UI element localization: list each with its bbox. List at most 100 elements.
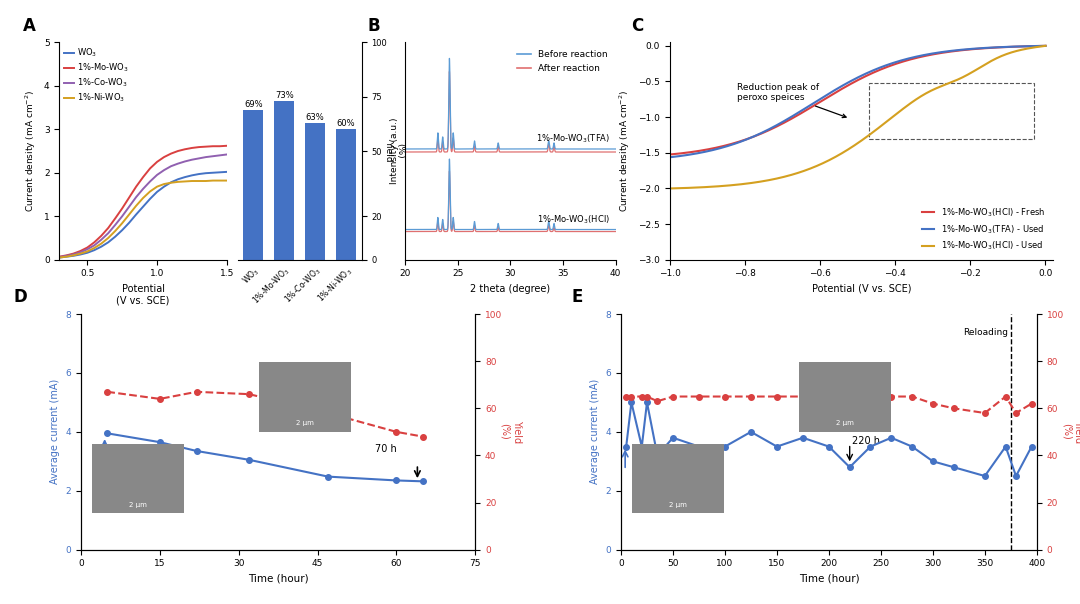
1%-Mo-WO$_3$ (186, 144, 199, 152)
Text: E: E (571, 288, 582, 306)
WO$_3$ (67, 252, 80, 260)
1%-Co-WO$_3$ (220, 151, 233, 158)
1%-Co-WO$_3$ (164, 162, 177, 170)
1%-Mo-WO$_3$ (214, 143, 227, 150)
Bar (336, 129, 356, 260)
1%-Ni-WO$_3$ (172, 178, 185, 185)
WO$_3$ (87, 246, 100, 254)
1%-Mo-WO$_3$ (136, 173, 149, 181)
1%-Ni-WO$_3$ (95, 240, 108, 247)
Line: 1%-Ni-WO$_3$: 1%-Ni-WO$_3$ (59, 181, 227, 257)
1%-Mo-WO$_3$ (73, 248, 86, 255)
X-axis label: Time (hour): Time (hour) (247, 574, 309, 584)
1%-Ni-WO$_3$ (164, 179, 177, 187)
Y-axis label: Current density (mA cm$^{-2}$): Current density (mA cm$^{-2}$) (618, 90, 633, 212)
Y-axis label: Average current (mA): Average current (mA) (590, 379, 600, 484)
1%-Mo-WO$_3$ (164, 150, 177, 157)
1%-Mo-WO$_3$(HCl) - Used (980, 60, 993, 67)
1%-Co-WO$_3$ (102, 230, 114, 237)
1%-Mo-WO$_3$(HCl) - Used (886, 114, 899, 121)
Line: 1%-Mo-WO$_3$(HCl) - Fresh: 1%-Mo-WO$_3$(HCl) - Fresh (670, 46, 1045, 155)
Text: 1%-Mo-WO$_3$(HCl): 1%-Mo-WO$_3$(HCl) (538, 213, 610, 226)
WO$_3$ (192, 170, 205, 178)
1%-Co-WO$_3$ (109, 221, 122, 228)
1%-Ni-WO$_3$ (130, 202, 143, 210)
Legend: 1%-Mo-WO$_3$(HCl) - Fresh, 1%-Mo-WO$_3$(TFA) - Used, 1%-Mo-WO$_3$(HCl) - Used: 1%-Mo-WO$_3$(HCl) - Fresh, 1%-Mo-WO$_3$(… (919, 203, 1049, 255)
WO$_3$ (214, 169, 227, 176)
1%-Mo-WO$_3$ (150, 158, 163, 165)
1%-Co-WO$_3$ (81, 246, 94, 253)
1%-Mo-WO$_3$(TFA) - Used (663, 153, 676, 161)
WO$_3$ (123, 219, 136, 226)
WO$_3$ (220, 169, 233, 176)
1%-Co-WO$_3$ (136, 185, 149, 193)
1%-Mo-WO$_3$ (178, 146, 191, 153)
1%-Ni-WO$_3$ (59, 253, 72, 260)
Text: C: C (631, 18, 644, 36)
1%-Mo-WO$_3$ (206, 143, 219, 150)
Y-axis label: Yield
(%): Yield (%) (1062, 420, 1080, 443)
1%-Ni-WO$_3$ (192, 178, 205, 185)
1%-Mo-WO$_3$(HCl) - Used (893, 108, 906, 115)
1%-Ni-WO$_3$ (81, 248, 94, 255)
Text: 69%: 69% (244, 100, 262, 109)
Text: B: B (367, 18, 380, 36)
WO$_3$ (186, 172, 199, 179)
1%-Co-WO$_3$ (172, 160, 185, 167)
1%-Co-WO$_3$ (206, 153, 219, 160)
1%-Ni-WO$_3$ (144, 188, 157, 195)
1%-Ni-WO$_3$ (67, 252, 80, 259)
1%-Mo-WO$_3$ (116, 205, 129, 212)
1%-Mo-WO$_3$ (172, 147, 185, 155)
1%-Mo-WO$_3$ (87, 239, 100, 246)
1%-Co-WO$_3$ (53, 254, 66, 261)
1%-Mo-WO$_3$(HCl) - Used (887, 113, 900, 120)
1%-Mo-WO$_3$(TFA) - Used (1039, 42, 1052, 50)
1%-Ni-WO$_3$ (186, 178, 199, 185)
1%-Ni-WO$_3$ (116, 220, 129, 227)
1%-Ni-WO$_3$ (150, 183, 163, 190)
1%-Co-WO$_3$ (192, 155, 205, 162)
1%-Mo-WO$_3$(HCl) - Used (1039, 42, 1052, 50)
1%-Ni-WO$_3$ (53, 254, 66, 261)
1%-Co-WO$_3$ (178, 158, 191, 165)
1%-Co-WO$_3$ (67, 251, 80, 258)
Legend: Before reaction, After reaction: Before reaction, After reaction (513, 47, 611, 77)
Text: 70 h: 70 h (376, 445, 397, 454)
Line: 1%-Mo-WO$_3$(TFA) - Used: 1%-Mo-WO$_3$(TFA) - Used (670, 46, 1045, 157)
1%-Mo-WO$_3$(HCl) - Fresh (1003, 43, 1016, 51)
Text: 60%: 60% (337, 119, 355, 128)
Line: 1%-Mo-WO$_3$(HCl) - Used: 1%-Mo-WO$_3$(HCl) - Used (670, 46, 1045, 188)
Bar (243, 110, 264, 260)
Bar (306, 123, 325, 260)
Text: 73%: 73% (274, 91, 294, 100)
WO$_3$ (59, 253, 72, 260)
Text: Reduction peak of
peroxo speices: Reduction peak of peroxo speices (738, 83, 846, 118)
WO$_3$ (102, 239, 114, 246)
1%-Mo-WO$_3$ (220, 142, 233, 149)
1%-Co-WO$_3$ (130, 193, 143, 201)
1%-Mo-WO$_3$ (123, 194, 136, 201)
1%-Mo-WO$_3$(HCl) - Used (664, 185, 677, 192)
Bar (868, 83, 1035, 138)
Y-axis label: Current density (mA cm$^{-2}$): Current density (mA cm$^{-2}$) (24, 90, 39, 212)
WO$_3$ (73, 251, 86, 258)
1%-Ni-WO$_3$ (158, 181, 171, 188)
1%-Co-WO$_3$ (200, 153, 213, 161)
Y-axis label: (%)
Yield: (%) Yield (384, 140, 404, 162)
WO$_3$ (130, 211, 143, 218)
WO$_3$ (178, 173, 191, 181)
WO$_3$ (200, 170, 213, 177)
Y-axis label: Intensity (a.u.): Intensity (a.u.) (391, 118, 400, 184)
1%-Mo-WO$_3$(HCl) - Used (663, 185, 676, 192)
1%-Ni-WO$_3$ (206, 177, 219, 184)
WO$_3$ (109, 233, 122, 240)
1%-Co-WO$_3$ (116, 213, 129, 220)
1%-Mo-WO$_3$ (109, 215, 122, 222)
Text: 220 h: 220 h (852, 435, 880, 446)
1%-Co-WO$_3$ (214, 152, 227, 159)
Text: 1%-Mo-WO$_3$(TFA): 1%-Mo-WO$_3$(TFA) (537, 133, 610, 145)
X-axis label: Time (hour): Time (hour) (798, 574, 860, 584)
Text: 2 μm: 2 μm (129, 502, 147, 508)
WO$_3$ (81, 249, 94, 256)
